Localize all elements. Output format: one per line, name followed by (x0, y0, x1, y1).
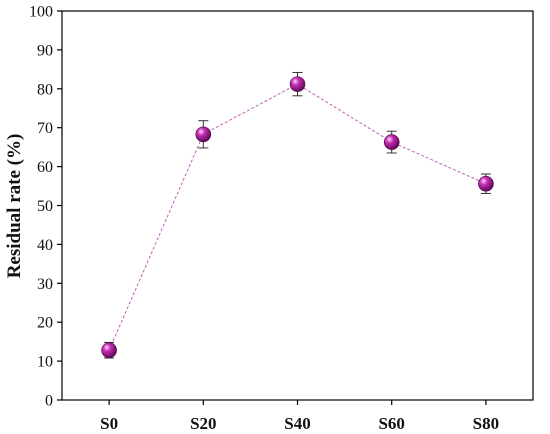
y-axis-title: Residual rate (%) (4, 134, 25, 279)
plot-frame (61, 10, 534, 401)
x-tick-label-S60: S60 (378, 414, 404, 433)
y-tick-label-40: 40 (37, 237, 53, 254)
x-tick-label-S0: S0 (100, 414, 118, 433)
y-tick-label-80: 80 (37, 81, 53, 98)
series-line (108, 83, 487, 351)
y-tick-label-50: 50 (37, 198, 53, 215)
x-tick-label-S20: S20 (190, 414, 216, 433)
x-tick-label-S80: S80 (473, 414, 499, 433)
data-point-S60 (383, 134, 400, 150)
data-point-S80 (478, 175, 494, 192)
y-tick-label-100: 100 (29, 4, 53, 21)
y-tick-label-70: 70 (37, 120, 53, 137)
data-point-S20 (195, 126, 212, 143)
plot-area: 0 10 20 30 40 50 60 70 80 90 100 S0 S20 S40 S60 S80 (29, 4, 534, 433)
y-tick-label-10: 10 (37, 354, 53, 371)
y-tick-label-60: 60 (37, 159, 53, 176)
x-tick-label-S40: S40 (284, 414, 310, 433)
y-tick-label-90: 90 (37, 42, 53, 59)
y-tick-label-30: 30 (37, 276, 53, 293)
y-tick-label-20: 20 (37, 315, 53, 332)
data-point-S0 (101, 342, 117, 359)
data-point-S40 (289, 76, 306, 92)
y-tick-label-0: 0 (45, 393, 53, 410)
